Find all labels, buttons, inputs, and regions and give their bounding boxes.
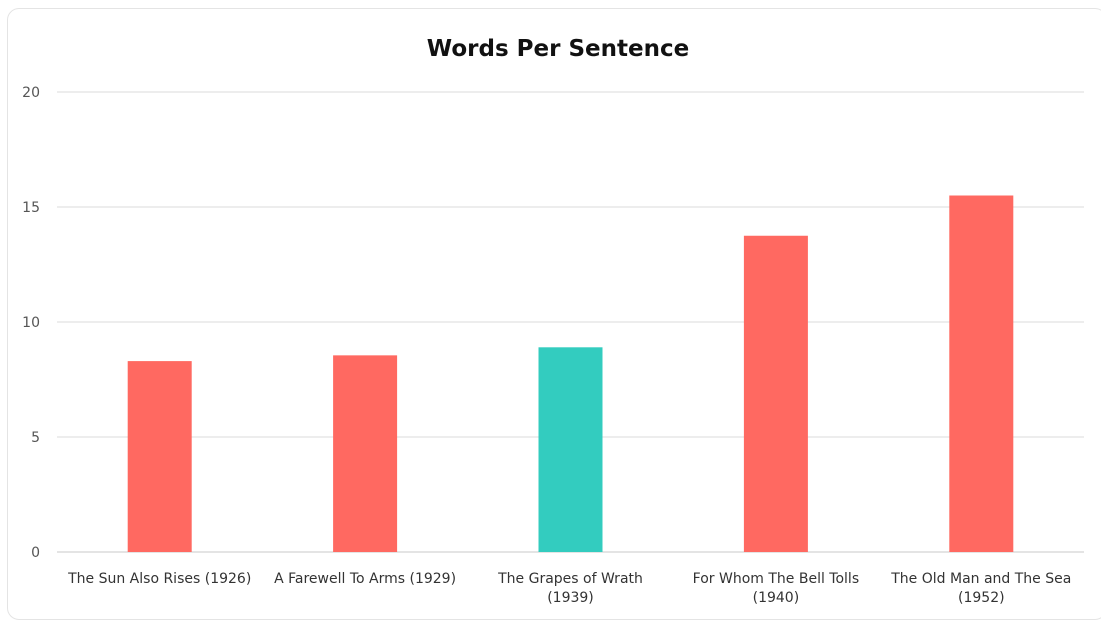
x-tick-label-line: The Old Man and The Sea — [890, 571, 1071, 587]
bar — [333, 355, 398, 552]
y-tick-label: 5 — [31, 430, 40, 446]
y-axis-ticks: 0 5 10 15 20 — [22, 85, 40, 561]
bars — [127, 195, 1014, 552]
x-tick-label: For Whom The Bell Tolls (1940) — [693, 571, 859, 606]
x-tick-label-line: (1939) — [547, 590, 594, 606]
x-tick-label-line: For Whom The Bell Tolls — [693, 571, 859, 587]
x-tick-label-line: A Farewell To Arms (1929) — [274, 571, 456, 587]
y-tick-label: 10 — [22, 315, 40, 331]
y-tick-label: 0 — [31, 545, 40, 561]
bar — [743, 235, 808, 552]
x-tick-label: A Farewell To Arms (1929) — [274, 571, 456, 587]
x-tick-label: The Grapes of Wrath (1939) — [497, 571, 643, 606]
x-tick-label: The Sun Also Rises (1926) — [67, 571, 251, 587]
x-tick-label-line: (1952) — [958, 590, 1005, 606]
bar — [949, 195, 1014, 552]
x-tick-label: The Old Man and The Sea (1952) — [890, 571, 1071, 606]
y-tick-label: 20 — [22, 85, 40, 101]
x-tick-label-line: (1940) — [753, 590, 800, 606]
y-tick-label: 15 — [22, 200, 40, 216]
chart-title: Words Per Sentence — [427, 36, 689, 62]
x-axis-labels: The Sun Also Rises (1926) A Farewell To A… — [67, 571, 1071, 606]
x-tick-label-line: The Grapes of Wrath — [497, 571, 643, 587]
bar — [538, 347, 603, 552]
x-tick-label-line: The Sun Also Rises (1926) — [67, 571, 251, 587]
bar — [127, 361, 192, 552]
